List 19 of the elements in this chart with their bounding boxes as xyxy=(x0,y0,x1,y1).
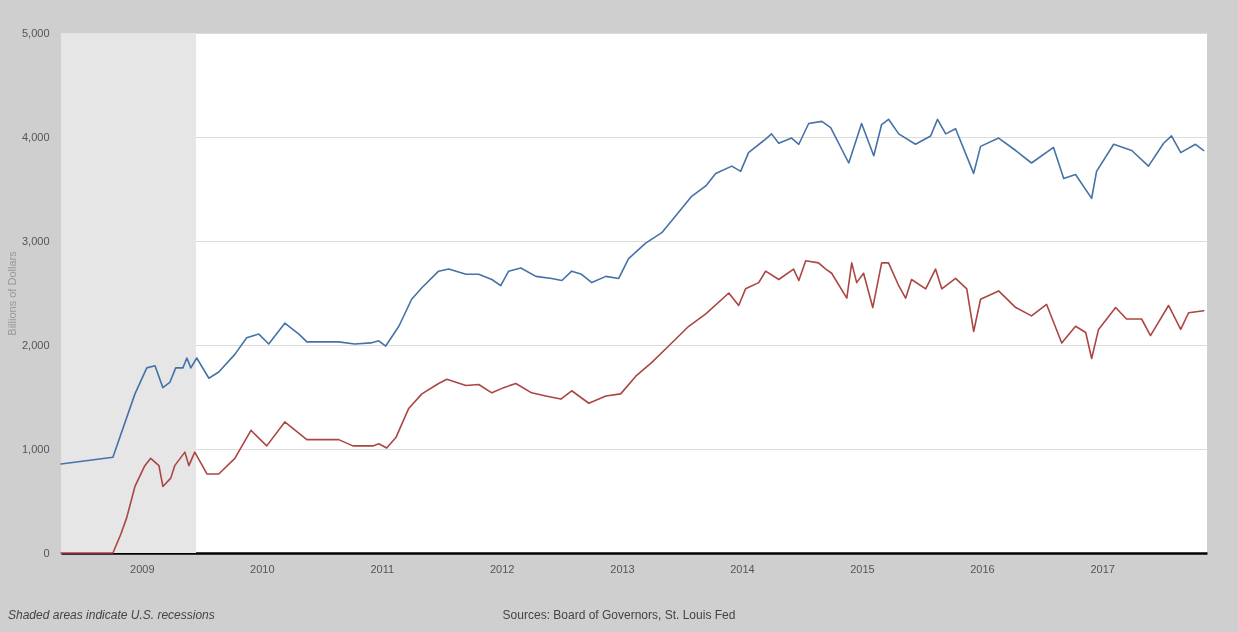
line-series xyxy=(60,118,1205,465)
text: Shaded areas indicate U.S. recessions xyxy=(8,608,215,622)
source-note: Sources: Board of Governors, St. Louis Fed xyxy=(502,608,736,622)
y-tick-label: 5,000 xyxy=(21,26,50,39)
line-series xyxy=(60,259,1205,554)
x-tick-label: 2009 xyxy=(130,562,155,575)
x-tick-label: 2015 xyxy=(850,562,875,575)
y-tick-label: 3,000 xyxy=(21,234,50,247)
x-tick-label: 2014 xyxy=(730,562,755,575)
x-tick-label: 2017 xyxy=(1090,562,1115,575)
x-tick-label: 2011 xyxy=(370,562,395,575)
y-tick-label: 1,000 xyxy=(21,442,50,455)
y-tick-label: 4,000 xyxy=(21,130,50,143)
y-tick-label: 0 xyxy=(43,546,50,559)
x-tick-label: 2012 xyxy=(489,562,515,575)
x-tick-label: 2016 xyxy=(970,562,995,575)
x-tick-label: 2013 xyxy=(610,562,635,575)
x-tick-label: 2010 xyxy=(250,562,275,575)
y-tick-label: 2,000 xyxy=(21,338,50,351)
